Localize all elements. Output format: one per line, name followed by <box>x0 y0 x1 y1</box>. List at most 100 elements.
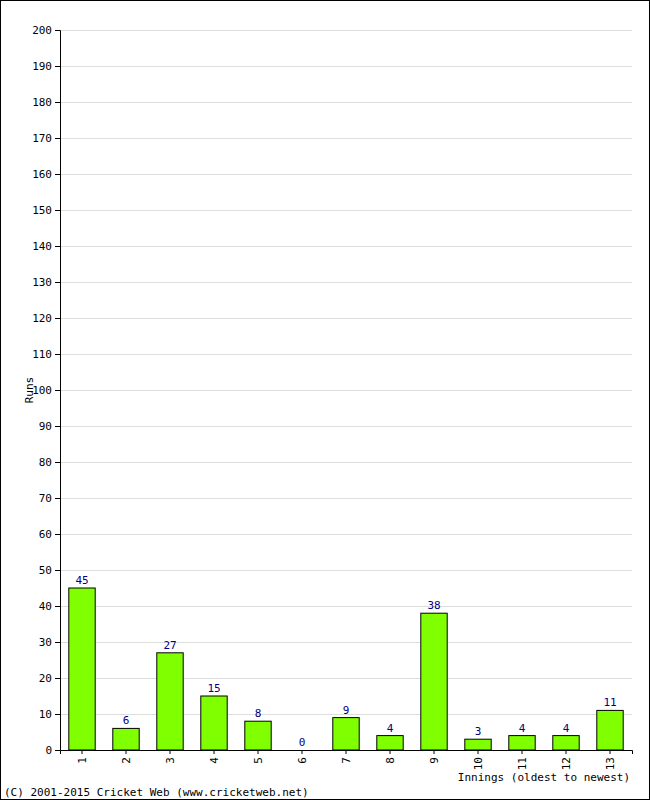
grid-line <box>60 354 632 355</box>
y-tick: 110 <box>32 348 60 361</box>
y-tick: 0 <box>45 744 60 757</box>
y-tick-mark <box>55 642 60 643</box>
data-label: 0 <box>299 736 306 749</box>
y-tick-label: 150 <box>32 204 52 217</box>
x-tick: 13 <box>604 750 617 770</box>
bar <box>465 739 491 750</box>
x-tick-mark <box>214 750 215 754</box>
x-tick-label: 6 <box>296 757 309 764</box>
y-tick: 180 <box>32 96 60 109</box>
grid-line <box>60 246 632 247</box>
x-tick-label: 3 <box>164 757 177 764</box>
y-tick: 100 <box>32 384 60 397</box>
x-tick: 8 <box>384 750 397 764</box>
data-label: 9 <box>343 704 350 717</box>
data-label: 45 <box>75 574 88 587</box>
y-tick: 150 <box>32 204 60 217</box>
y-tick-mark <box>55 426 60 427</box>
x-tick-mark <box>390 750 391 754</box>
y-tick-mark <box>55 462 60 463</box>
y-tick: 190 <box>32 60 60 73</box>
grid <box>60 31 632 751</box>
x-tick: 4 <box>208 750 221 764</box>
x-tick-label: 12 <box>560 757 573 770</box>
x-tick-label: 8 <box>384 757 397 764</box>
x-tick-mark <box>566 750 567 754</box>
grid-line <box>60 606 632 607</box>
bar <box>509 736 535 750</box>
y-tick-mark <box>55 174 60 175</box>
y-tick-mark <box>55 30 60 31</box>
y-axis-line <box>55 31 61 751</box>
y-tick-label: 40 <box>39 600 52 613</box>
grid-line <box>60 498 632 499</box>
y-tick-mark <box>55 714 60 715</box>
y-tick-mark <box>55 570 60 571</box>
x-tick-label: 11 <box>516 757 529 770</box>
y-tick: 10 <box>39 708 60 721</box>
y-tick: 140 <box>32 240 60 253</box>
x-tick: 3 <box>164 750 177 764</box>
y-tick-mark <box>55 354 60 355</box>
bar <box>289 750 315 751</box>
bar <box>597 710 623 750</box>
y-tick-mark <box>55 318 60 319</box>
bars <box>69 588 623 750</box>
grid-line <box>60 462 632 463</box>
x-tick-mark <box>478 750 479 754</box>
x-tick-mark <box>302 750 303 754</box>
data-label: 4 <box>387 722 394 735</box>
bar <box>421 613 447 750</box>
grid-line <box>60 174 632 175</box>
grid-line <box>60 678 632 679</box>
x-tick-label: 7 <box>340 757 353 764</box>
frame <box>1 1 650 800</box>
x-tick-mark <box>434 750 435 754</box>
bar <box>157 653 183 750</box>
y-tick-label: 0 <box>45 744 52 757</box>
y-tick: 120 <box>32 312 60 325</box>
y-tick-mark <box>55 102 60 103</box>
data-label: 38 <box>427 599 440 612</box>
y-tick-label: 200 <box>32 24 52 37</box>
data-label: 4 <box>563 722 570 735</box>
grid-line <box>60 318 632 319</box>
x-tick-label: 4 <box>208 757 221 764</box>
y-tick: 20 <box>39 672 60 685</box>
y-tick-mark <box>55 282 60 283</box>
x-tick: 1 <box>76 750 89 764</box>
x-tick-mark <box>610 750 611 754</box>
y-tick-mark <box>55 210 60 211</box>
y-tick-label: 80 <box>39 456 52 469</box>
bar <box>113 728 139 750</box>
x-tick-label: 9 <box>428 757 441 764</box>
x-tick: 10 <box>472 750 485 770</box>
y-tick-mark <box>55 606 60 607</box>
annotation: (C) 2001-2015 Cricket Web (www.cricketwe… <box>4 786 309 799</box>
x-axis: 12345678910111213 <box>61 750 633 770</box>
y-tick-label: 60 <box>39 528 52 541</box>
y-tick: 40 <box>39 600 60 613</box>
x-axis-line <box>61 751 633 755</box>
data-label: 4 <box>519 722 526 735</box>
grid-line <box>60 642 632 643</box>
y-tick-label: 20 <box>39 672 52 685</box>
bar <box>553 736 579 750</box>
x-tick: 11 <box>516 750 529 770</box>
x-tick-label: 2 <box>120 757 133 764</box>
y-tick-mark <box>55 138 60 139</box>
data-label: 15 <box>207 682 220 695</box>
grid-line <box>60 138 632 139</box>
x-tick-label: 13 <box>604 757 617 770</box>
y-tick-label: 170 <box>32 132 52 145</box>
y-tick-mark <box>55 498 60 499</box>
y-tick-label: 180 <box>32 96 52 109</box>
y-tick-label: 130 <box>32 276 52 289</box>
y-tick: 130 <box>32 276 60 289</box>
y-tick: 200 <box>32 24 60 37</box>
y-tick-mark <box>55 750 60 751</box>
x-tick: 7 <box>340 750 353 764</box>
y-tick: 60 <box>39 528 60 541</box>
data-label: 6 <box>123 714 130 727</box>
bar <box>201 696 227 750</box>
